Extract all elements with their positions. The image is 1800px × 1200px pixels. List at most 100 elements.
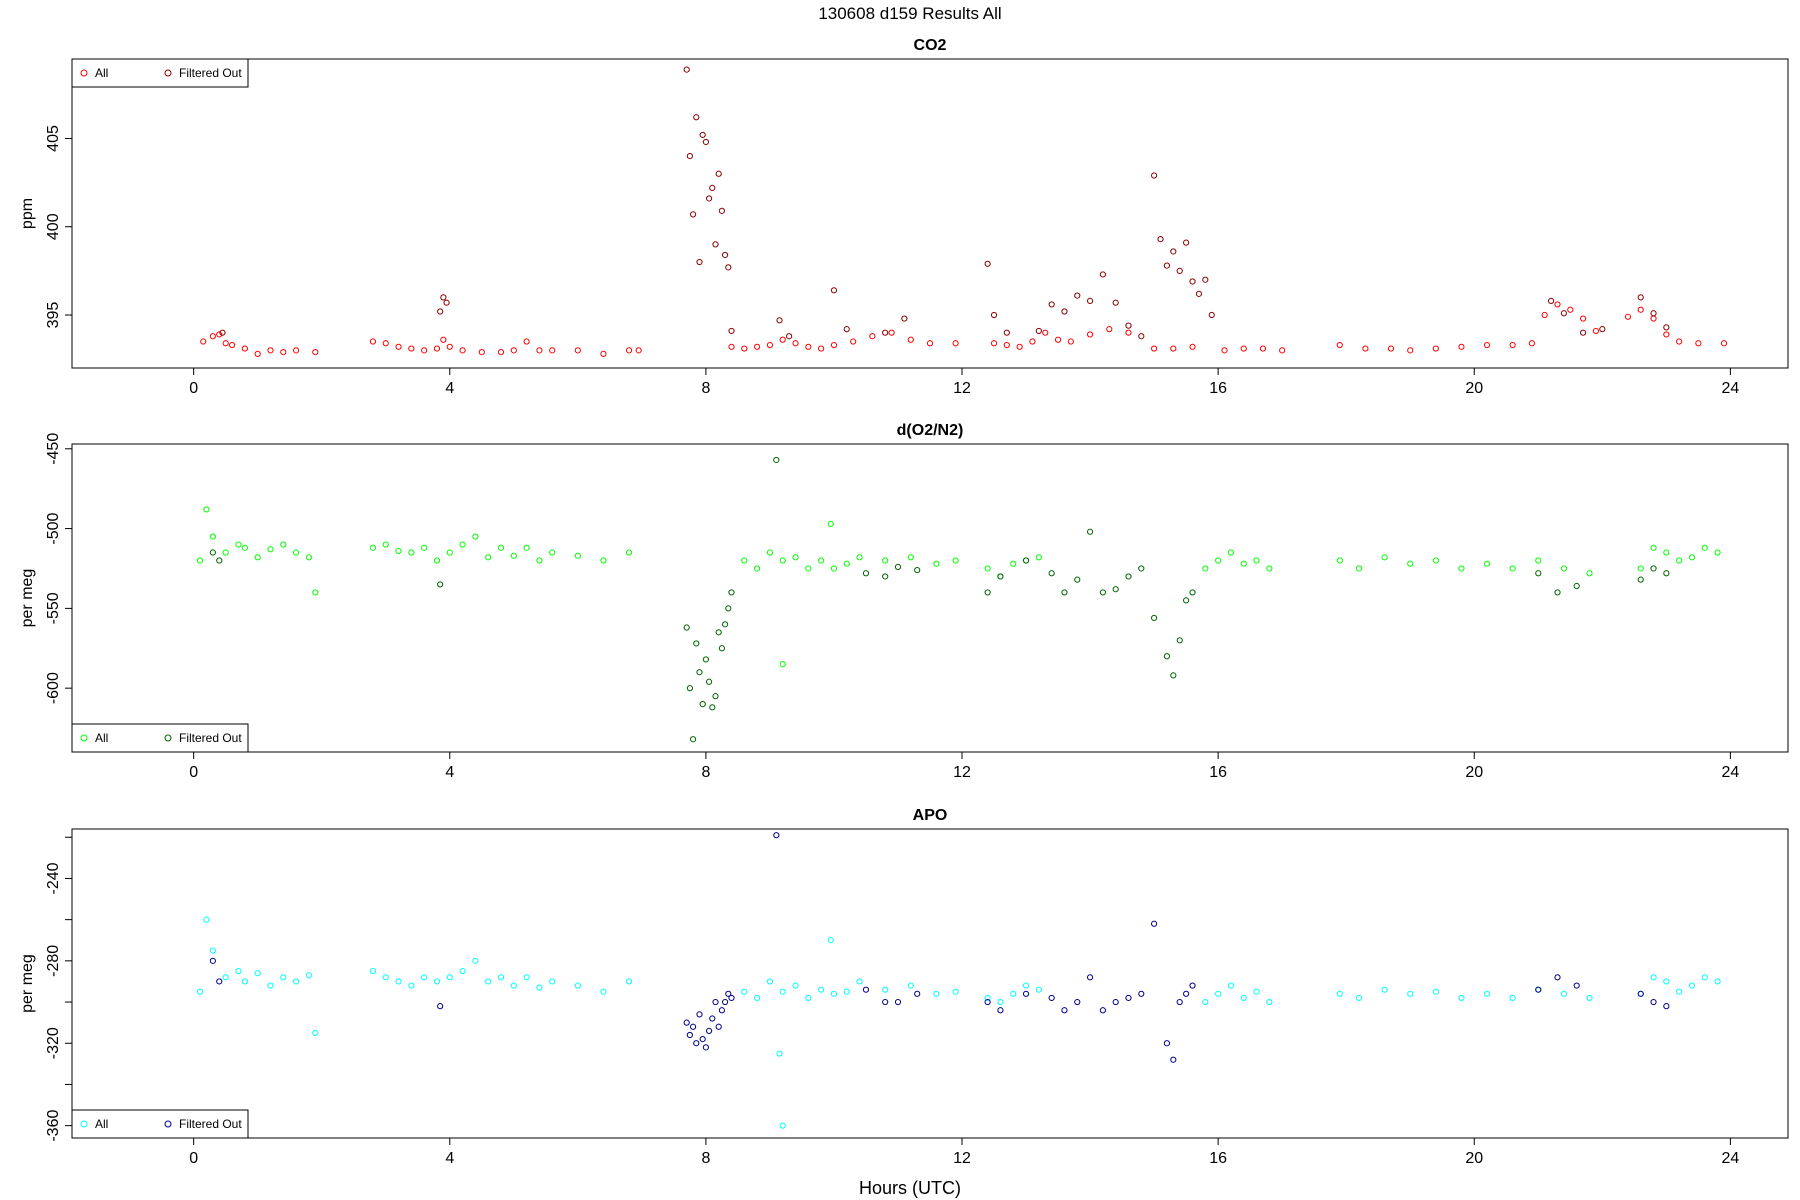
point-all — [267, 982, 274, 989]
point-all — [882, 557, 889, 564]
point-all — [421, 544, 428, 551]
data-points — [196, 456, 1721, 743]
point-filtered-out — [1183, 990, 1190, 997]
point-filtered-out — [693, 114, 700, 121]
legend-label-filtered-out: Filtered Out — [179, 731, 242, 745]
point-all — [1266, 998, 1273, 1006]
point-all — [1407, 347, 1414, 354]
x-tick-label: 0 — [189, 1150, 198, 1167]
point-all — [1067, 338, 1074, 345]
point-filtered-out — [712, 998, 719, 1006]
point-all — [805, 343, 812, 350]
point-all — [1637, 306, 1644, 313]
point-filtered-out — [683, 624, 690, 631]
point-filtered-out — [696, 1011, 703, 1018]
point-all — [792, 340, 799, 347]
point-all — [805, 565, 812, 572]
point-all — [1650, 544, 1657, 551]
point-all — [1586, 570, 1593, 577]
point-all — [209, 947, 216, 954]
point-filtered-out — [997, 573, 1004, 580]
point-all — [1279, 347, 1286, 354]
y-tick-label: -550 — [45, 592, 62, 624]
point-all — [203, 506, 210, 513]
point-all — [1432, 988, 1439, 995]
point-all — [1580, 315, 1587, 322]
point-all — [1221, 347, 1228, 354]
point-all — [625, 549, 633, 556]
point-all — [843, 560, 850, 567]
point-all — [1688, 554, 1696, 561]
point-filtered-out — [1663, 570, 1670, 577]
point-filtered-out — [1637, 294, 1644, 301]
point-all — [382, 974, 389, 981]
y-tick-label: -600 — [45, 672, 62, 704]
point-filtered-out — [1163, 653, 1171, 660]
point-filtered-out — [1048, 570, 1055, 577]
point-filtered-out — [689, 211, 697, 218]
point-filtered-out — [1048, 994, 1055, 1002]
point-all — [600, 350, 607, 357]
point-all — [395, 547, 402, 555]
point-all — [369, 968, 377, 975]
point-filtered-out — [1163, 262, 1171, 269]
point-filtered-out — [1170, 248, 1177, 255]
point-all — [869, 333, 876, 340]
point-filtered-out — [728, 589, 735, 596]
point-all — [549, 549, 556, 556]
point-all — [1663, 978, 1670, 985]
point-all — [1240, 345, 1247, 352]
legend-label-all: All — [95, 731, 108, 745]
point-all — [741, 345, 748, 352]
point-all — [267, 347, 274, 354]
point-all — [754, 343, 761, 350]
point-all — [805, 994, 812, 1002]
legend-marker-all — [80, 1120, 88, 1128]
point-filtered-out — [696, 258, 703, 266]
point-all — [305, 554, 313, 561]
legend: All Filtered Out — [71, 1109, 249, 1139]
point-all — [1022, 982, 1030, 989]
legend: All Filtered Out — [71, 723, 249, 753]
point-filtered-out — [1086, 528, 1094, 535]
point-all — [1227, 982, 1235, 989]
point-all — [728, 343, 735, 350]
point-all — [600, 557, 607, 564]
point-filtered-out — [1125, 994, 1132, 1002]
point-filtered-out — [1112, 586, 1119, 593]
point-filtered-out — [686, 1031, 693, 1039]
plot-frame — [71, 828, 1789, 1139]
y-tick-label: -450 — [45, 433, 62, 465]
panel-title: CO2 — [914, 37, 947, 54]
point-filtered-out — [728, 327, 735, 335]
point-all — [1676, 557, 1683, 564]
legend-box — [71, 58, 249, 88]
point-filtered-out — [693, 1040, 700, 1047]
point-all — [478, 349, 485, 356]
point-all — [523, 338, 530, 345]
point-filtered-out — [718, 207, 726, 214]
point-all — [1355, 994, 1363, 1002]
point-filtered-out — [437, 308, 444, 315]
x-tick-label: 4 — [445, 764, 454, 781]
point-all — [549, 347, 556, 354]
chart-panel-3: APO per meg 0 4 8 12 16 20 24 -240 -280 -320 -360 All… — [19, 807, 1789, 1167]
point-filtered-out — [699, 131, 706, 139]
point-all — [536, 984, 543, 991]
x-tick-label: 4 — [445, 380, 454, 397]
y-tick-label: -240 — [45, 862, 62, 894]
point-filtered-out — [1125, 573, 1132, 580]
point-filtered-out — [437, 581, 444, 588]
point-all — [856, 978, 863, 985]
point-all — [536, 347, 543, 354]
point-all — [196, 988, 204, 995]
point-all — [536, 557, 543, 564]
point-all — [209, 333, 216, 340]
x-tick-label: 16 — [1209, 380, 1227, 397]
point-all — [235, 541, 242, 548]
point-all — [779, 336, 786, 343]
point-all — [1003, 341, 1010, 349]
point-all — [574, 347, 581, 354]
